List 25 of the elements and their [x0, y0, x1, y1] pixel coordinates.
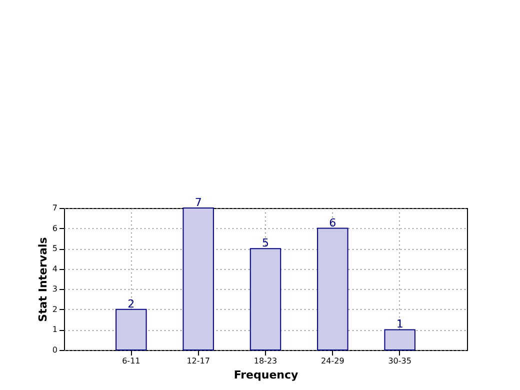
- x-tick-label: 30-35: [388, 356, 412, 366]
- x-axis-title: Frequency: [234, 368, 298, 382]
- bar: [116, 308, 147, 350]
- bar: [182, 208, 214, 350]
- data-label: 2: [128, 297, 135, 310]
- data-label: 1: [396, 318, 404, 331]
- data-label: 6: [329, 216, 336, 230]
- bar: [317, 228, 348, 350]
- y-axis-title: Stat Intervals: [36, 236, 50, 322]
- y-tick-label: 1: [52, 325, 58, 334]
- x-tick-label: 12-17: [186, 356, 210, 366]
- data-label: 7: [194, 196, 202, 209]
- data-label: 5: [262, 236, 269, 250]
- y-tick-label: 5: [52, 244, 58, 254]
- y-tick-label: 7: [52, 204, 58, 212]
- y-tick-label: 3: [52, 284, 58, 294]
- x-tick-label: 18-23: [254, 356, 278, 366]
- y-tick-label: 6: [52, 224, 58, 233]
- bar: [250, 248, 282, 350]
- bar: [384, 329, 416, 350]
- y-tick-label: 0: [52, 346, 58, 354]
- x-tick-label: 24-29: [321, 356, 344, 366]
- x-tick-label: 6-11: [122, 356, 140, 366]
- y-tick-label: 4: [52, 264, 58, 274]
- y-tick-label: 2: [52, 304, 58, 314]
